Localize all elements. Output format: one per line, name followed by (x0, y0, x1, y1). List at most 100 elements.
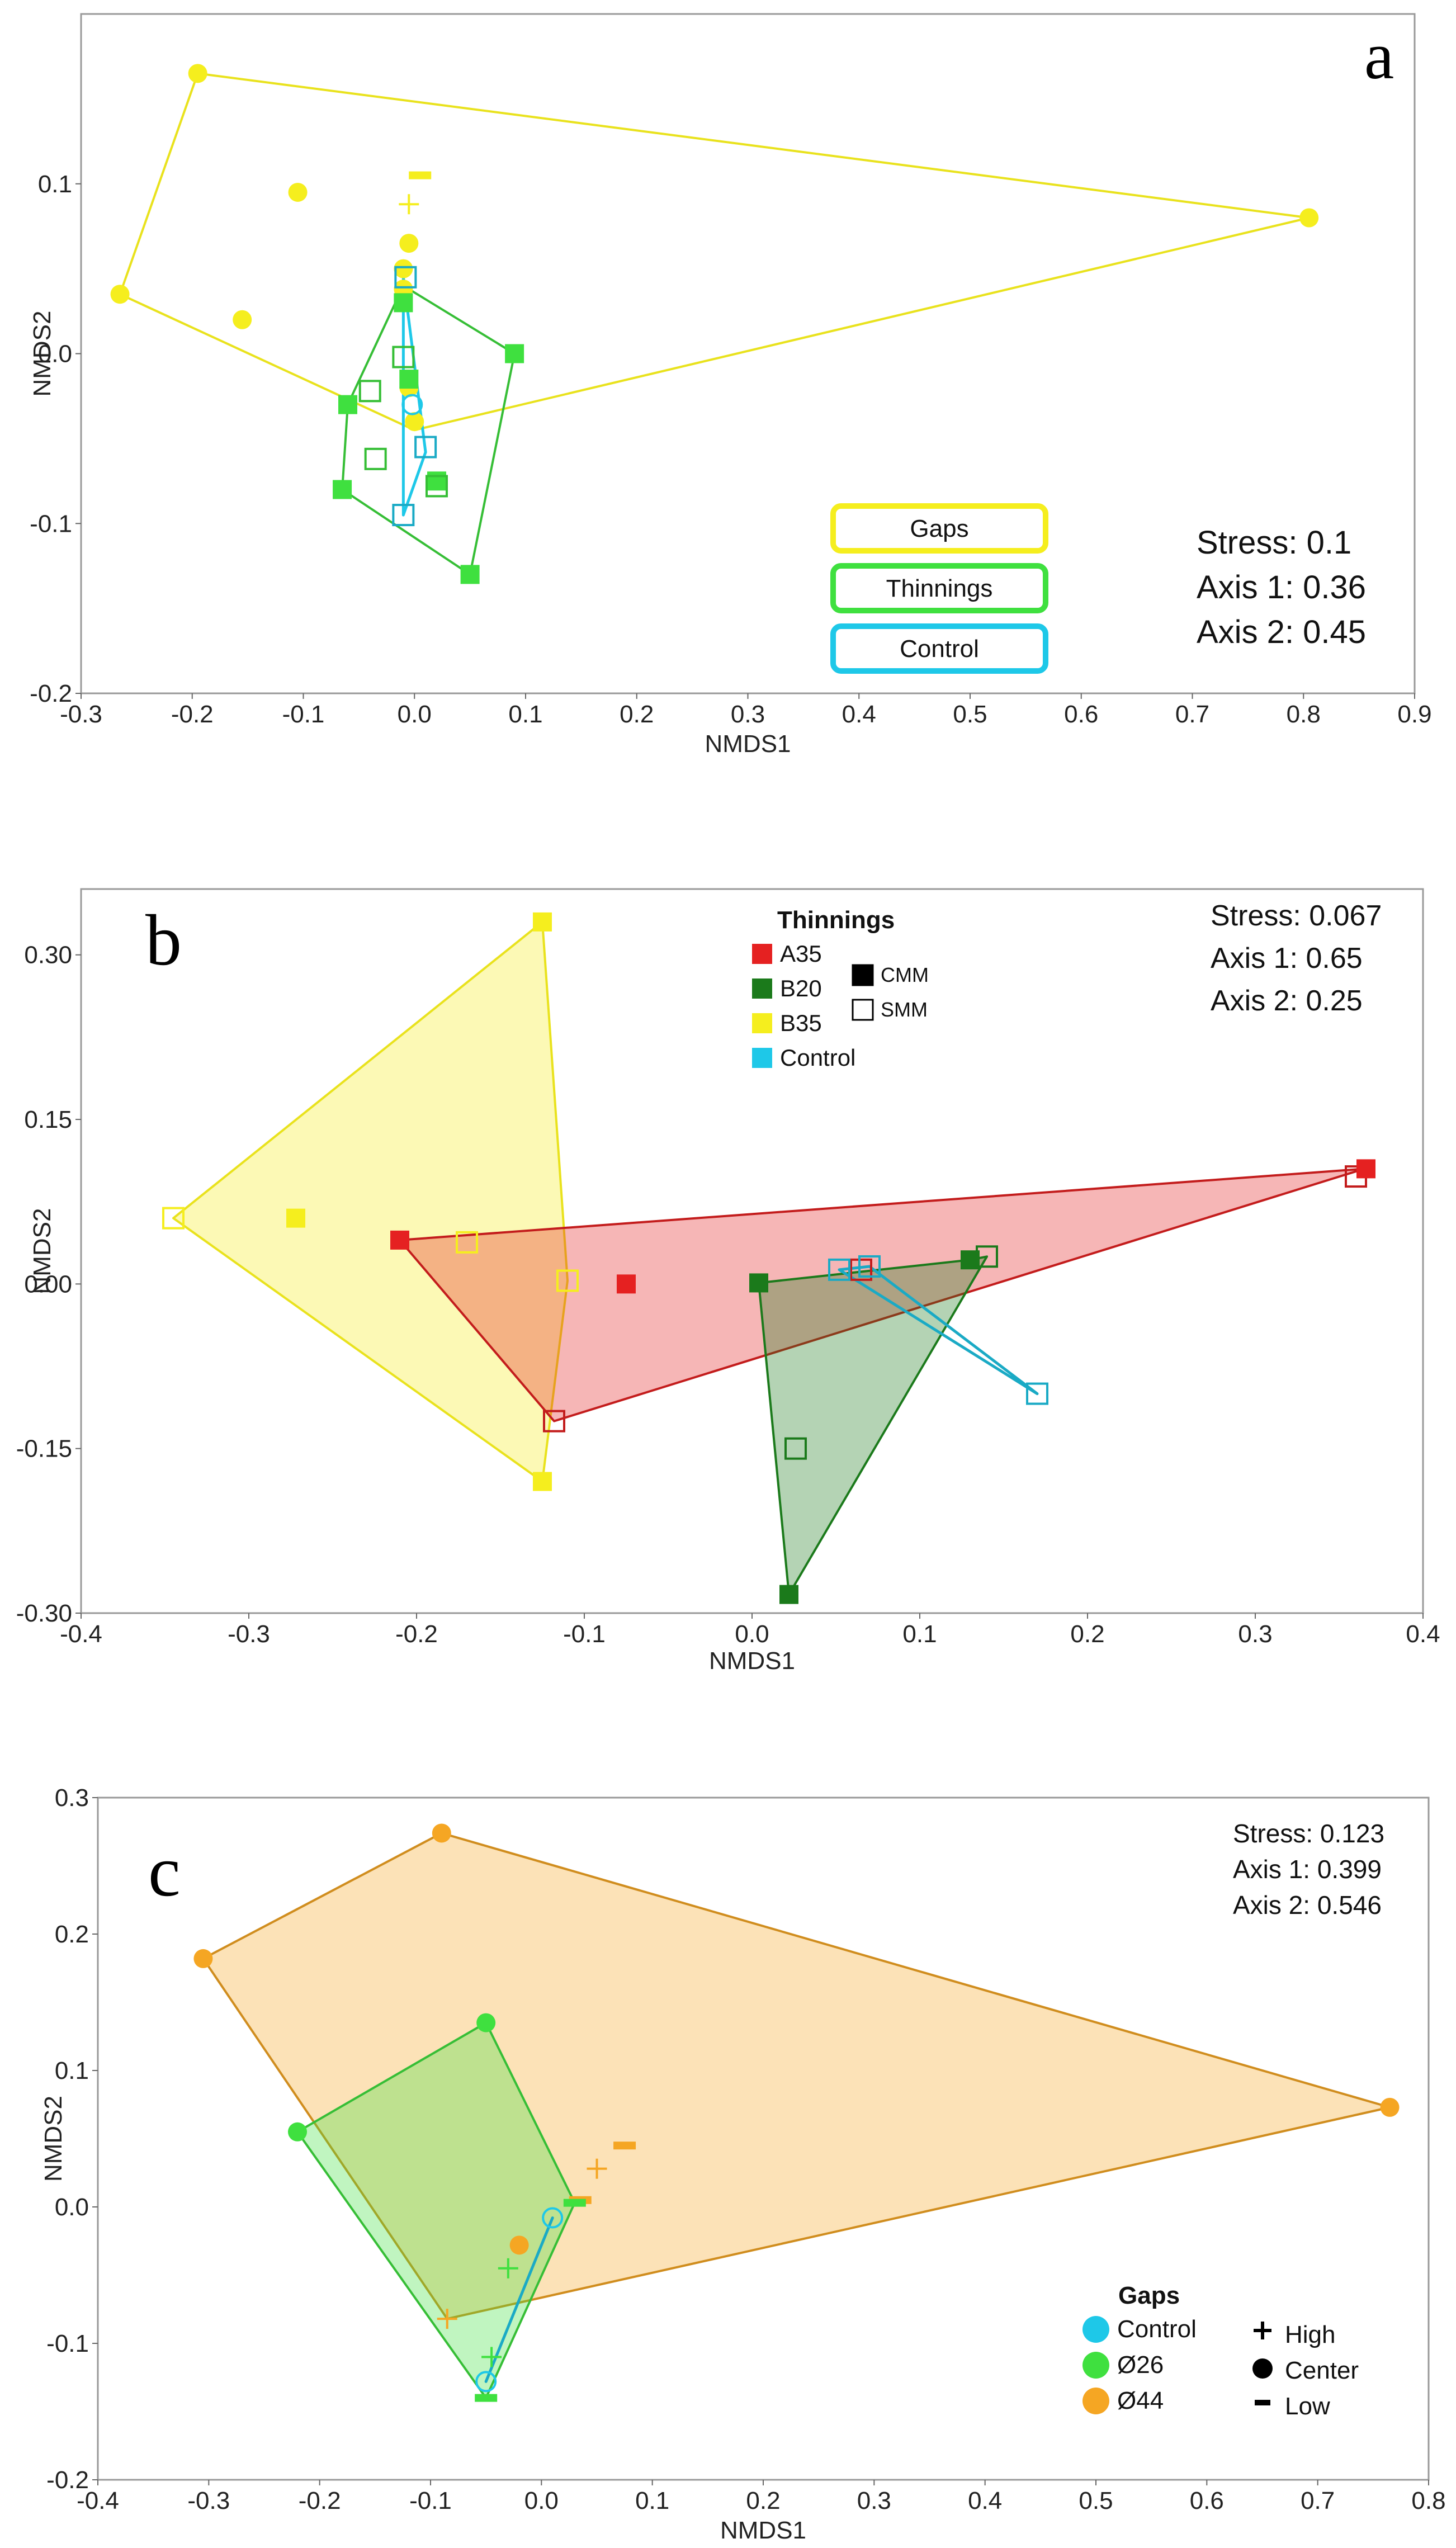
hull-control (838, 1265, 1039, 1396)
data-point (390, 1230, 409, 1250)
panel-b: -0.4 -0.3 -0.2 -0.1 0.0 0.1 0.2 0.3 0.4 0.30 0.15 0… (16, 888, 1440, 1675)
data-point (193, 1949, 213, 1968)
legend-label: Ø26 (1117, 2351, 1164, 2379)
data-point (460, 565, 480, 584)
panel-letter: c (148, 1831, 181, 1912)
y-tick-label: -0.1 (30, 510, 72, 537)
data-point (850, 1258, 872, 1281)
x-tick-label: 0.2 (1070, 1620, 1104, 1648)
data-point (405, 412, 424, 431)
x-tick-label: 0.6 (1190, 2487, 1224, 2514)
series-ø44 (193, 1823, 1400, 2329)
legend-marker-label: CMM (881, 963, 929, 986)
y-tick-label: 0.00 (24, 1270, 72, 1298)
legend-title: Gaps (1118, 2282, 1180, 2309)
data-point (188, 64, 207, 83)
legend-box (830, 623, 1048, 674)
legend-item: Thinnings (830, 563, 1048, 613)
panel-c: -0.4 -0.3 -0.2 -0.1 0.0 0.1 0.2 0.3 0.4 0.5 0.6 0.7… (40, 1784, 1446, 2544)
data-point (110, 285, 130, 304)
x-tick-label: -0.3 (187, 2487, 230, 2514)
legend-swatch (752, 1013, 772, 1033)
x-tick-label: 0.5 (1079, 2487, 1113, 2514)
data-point (1026, 1382, 1048, 1405)
data-point (288, 182, 308, 202)
x-tick-label: 0.5 (953, 701, 987, 728)
series-b20 (749, 1245, 998, 1604)
hull-b35 (172, 920, 569, 1483)
data-point (749, 1273, 768, 1293)
data-point (784, 1437, 807, 1460)
data-point (409, 171, 432, 179)
data-point (399, 234, 419, 253)
data-point (426, 475, 448, 498)
x-tick-label: 0.4 (968, 2487, 1002, 2514)
legend-swatch (1082, 2388, 1109, 2414)
y-axis-label: NMDS2 (29, 1208, 56, 1294)
x-tick-label: 0.3 (731, 701, 765, 728)
data-point (543, 1410, 565, 1433)
data-point (399, 370, 419, 389)
legend-marker (1255, 2400, 1270, 2405)
stats-line: Axis 1: 0.65 (1211, 942, 1363, 975)
legend-label: Gaps (910, 515, 968, 542)
panel-letter: b (145, 900, 182, 981)
x-tick-label: 0.3 (1238, 1620, 1272, 1648)
x-tick-label: -0.2 (299, 2487, 341, 2514)
x-tick-label: 0.1 (635, 2487, 669, 2514)
legend-label: Ø44 (1117, 2387, 1164, 2414)
x-tick-label: -0.1 (282, 701, 325, 728)
data-point (533, 1472, 552, 1491)
data-point (394, 293, 413, 313)
x-axis-label: NMDS1 (709, 1647, 795, 1675)
x-tick-label: -0.1 (563, 1620, 606, 1648)
data-point (358, 380, 381, 403)
legend-swatch (1082, 2352, 1109, 2379)
y-axis-label: NMDS2 (40, 2096, 67, 2182)
legend-marker-label: High (1285, 2321, 1336, 2348)
series-control (828, 1255, 1048, 1405)
data-point (394, 259, 413, 278)
legend-swatch (752, 944, 772, 964)
hull-control (484, 2216, 554, 2383)
legend-label: B35 (780, 1010, 822, 1036)
series-ø26 (288, 2013, 586, 2402)
x-tick-label: -0.3 (228, 1620, 270, 1648)
x-tick-label: 0.0 (524, 2487, 559, 2514)
y-tick-label: 0.15 (24, 1106, 72, 1133)
stats-line: Axis 1: 0.399 (1233, 1855, 1382, 1884)
series-control (475, 2207, 564, 2393)
series-control (392, 266, 437, 527)
series-thinnings (333, 293, 524, 584)
data-point (399, 194, 419, 215)
plot-frame (80, 888, 1424, 1614)
y-tick-label: -0.2 (30, 680, 72, 707)
x-tick-label: -0.1 (409, 2487, 452, 2514)
data-point (779, 1585, 798, 1604)
legend-label: Thinnings (886, 575, 993, 602)
x-tick-label: -0.3 (60, 701, 102, 728)
stats-line: Axis 2: 0.45 (1197, 614, 1366, 650)
data-point (617, 1274, 636, 1294)
data-point (1380, 2097, 1400, 2117)
x-tick-label: 0.6 (1064, 701, 1098, 728)
panel-a: -0.3 -0.2 -0.1 0.0 0.1 0.2 0.3 0.4 0.5 0.6 0.7 0.8 0… (29, 13, 1432, 758)
data-point (162, 1207, 185, 1230)
data-point (333, 480, 352, 499)
data-point (509, 2235, 529, 2255)
y-tick-label: -0.15 (16, 1435, 72, 1463)
x-tick-label: 0.1 (508, 701, 542, 728)
series-b35 (162, 912, 579, 1491)
x-tick-label: 0.2 (746, 2487, 780, 2514)
data-point (475, 2371, 497, 2393)
y-tick-label: 0.0 (38, 341, 72, 368)
data-point (613, 2142, 636, 2150)
hull-b20 (758, 1255, 988, 1596)
legend-marker-label: Center (1285, 2357, 1359, 2384)
data-point (456, 1231, 478, 1254)
legend-marker (1252, 2358, 1273, 2379)
data-point (401, 394, 423, 415)
stats-line: Stress: 0.067 (1211, 900, 1382, 932)
x-tick-label: -0.2 (171, 701, 214, 728)
y-tick-label: 0.1 (55, 2057, 89, 2084)
